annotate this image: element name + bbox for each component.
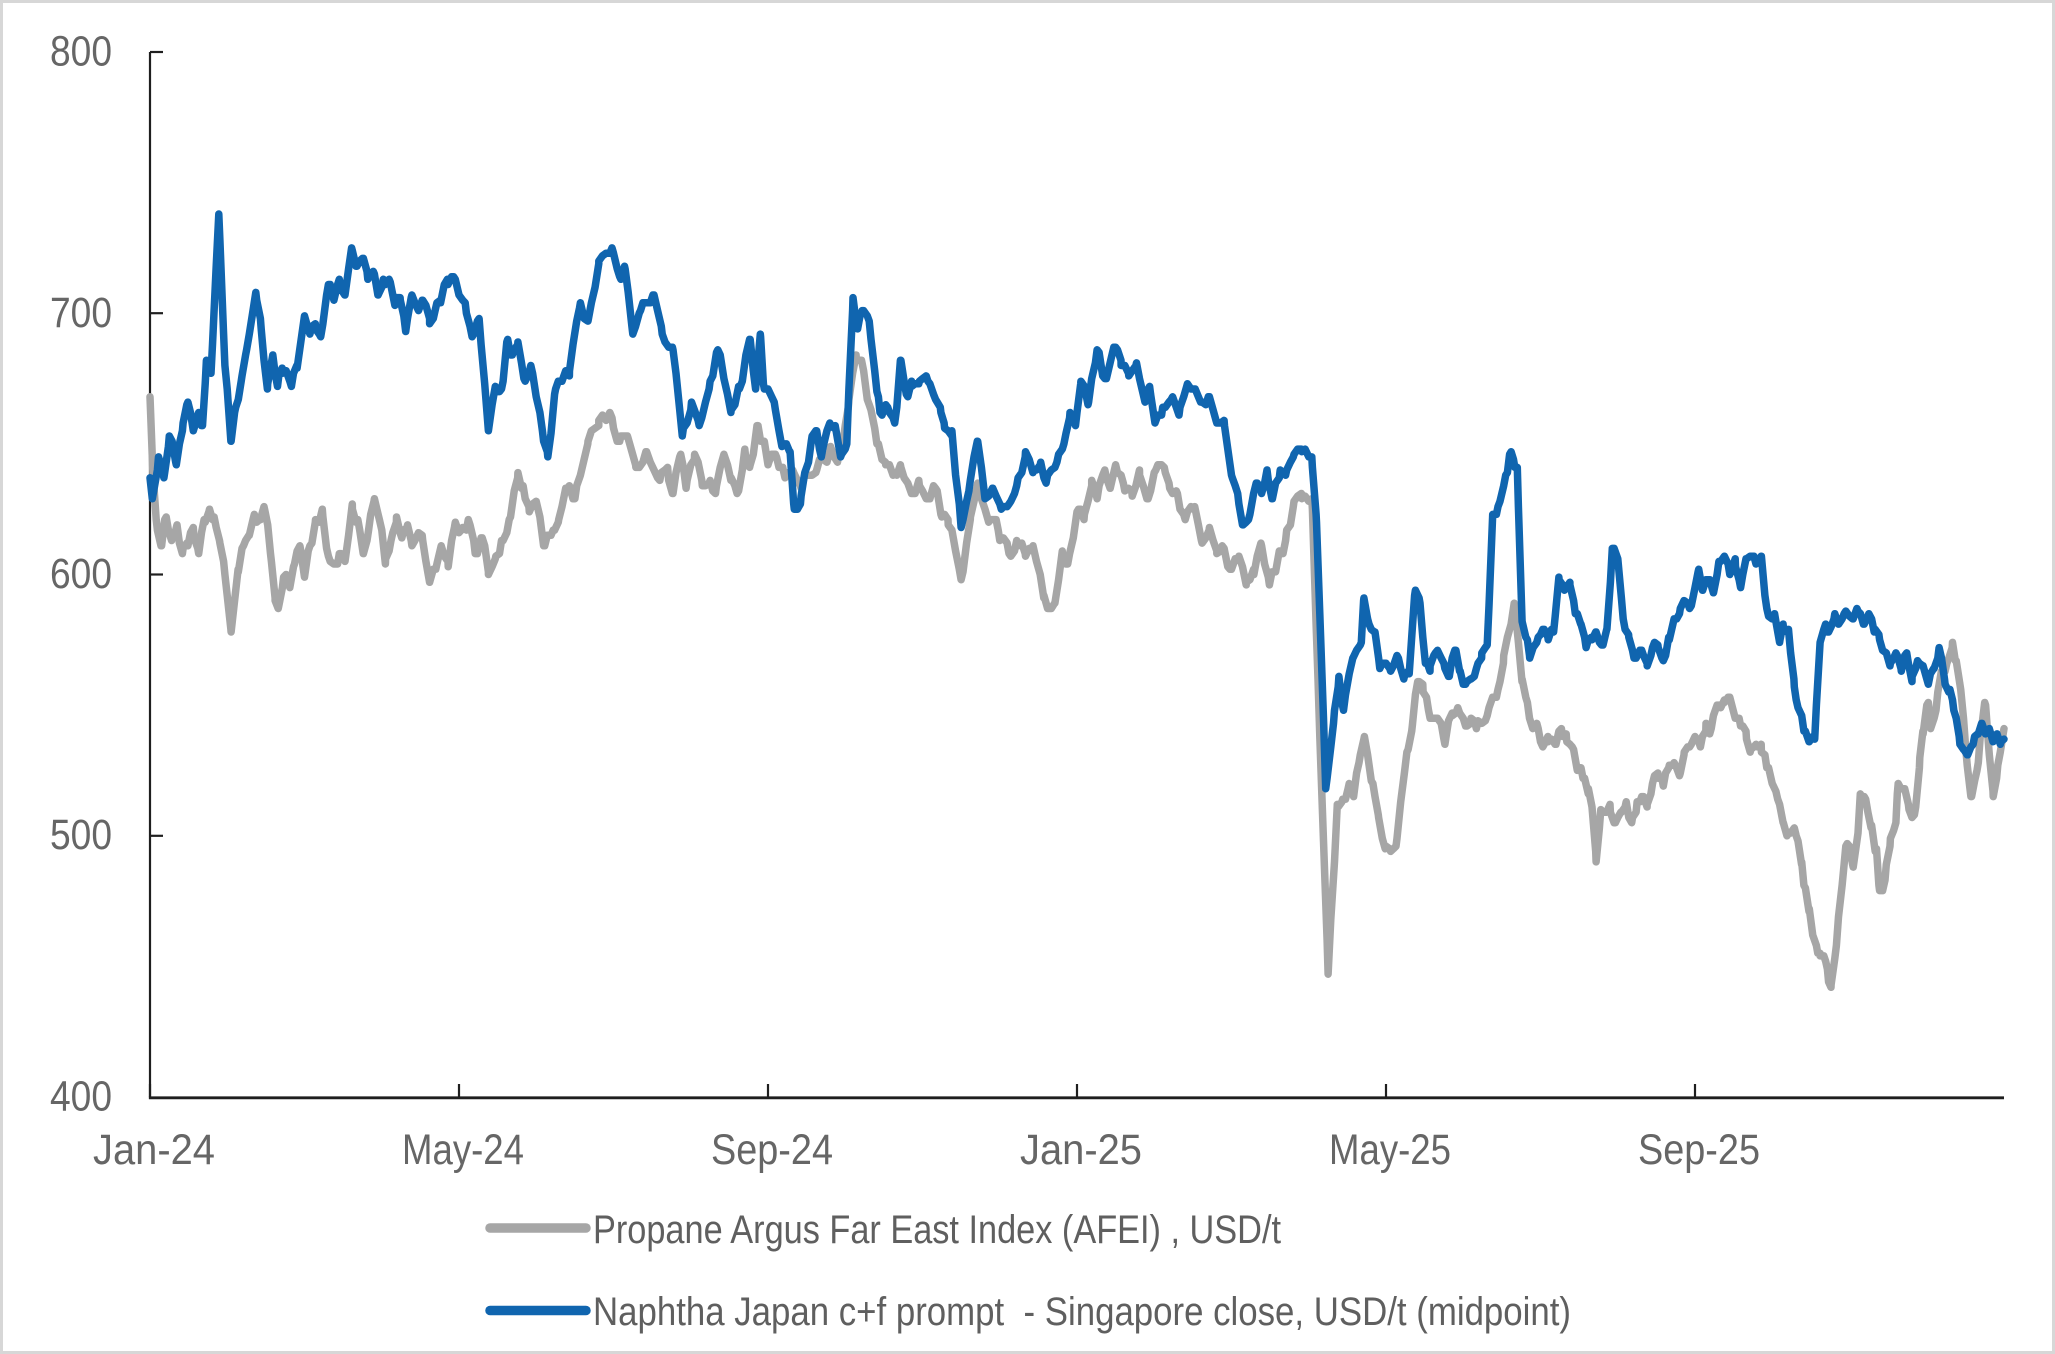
svg-text:Sep-24: Sep-24 [711, 1126, 833, 1174]
svg-text:700: 700 [50, 289, 112, 337]
svg-text:Jan-24: Jan-24 [93, 1126, 215, 1174]
svg-text:600: 600 [50, 550, 112, 598]
svg-text:May-24: May-24 [402, 1126, 524, 1174]
svg-text:800: 800 [50, 28, 112, 76]
svg-text:Sep-25: Sep-25 [1638, 1126, 1760, 1174]
svg-text:400: 400 [50, 1073, 112, 1121]
svg-text:Naphtha Japan c+f prompt - Si: Naphtha Japan c+f prompt - Singapore clo… [593, 1290, 1571, 1334]
svg-text:Jan-25: Jan-25 [1020, 1126, 1142, 1174]
svg-text:May-25: May-25 [1329, 1126, 1451, 1174]
svg-text:Propane Argus Far East Index (: Propane Argus Far East Index (AFEI) , US… [593, 1208, 1281, 1252]
svg-text:500: 500 [50, 811, 112, 859]
